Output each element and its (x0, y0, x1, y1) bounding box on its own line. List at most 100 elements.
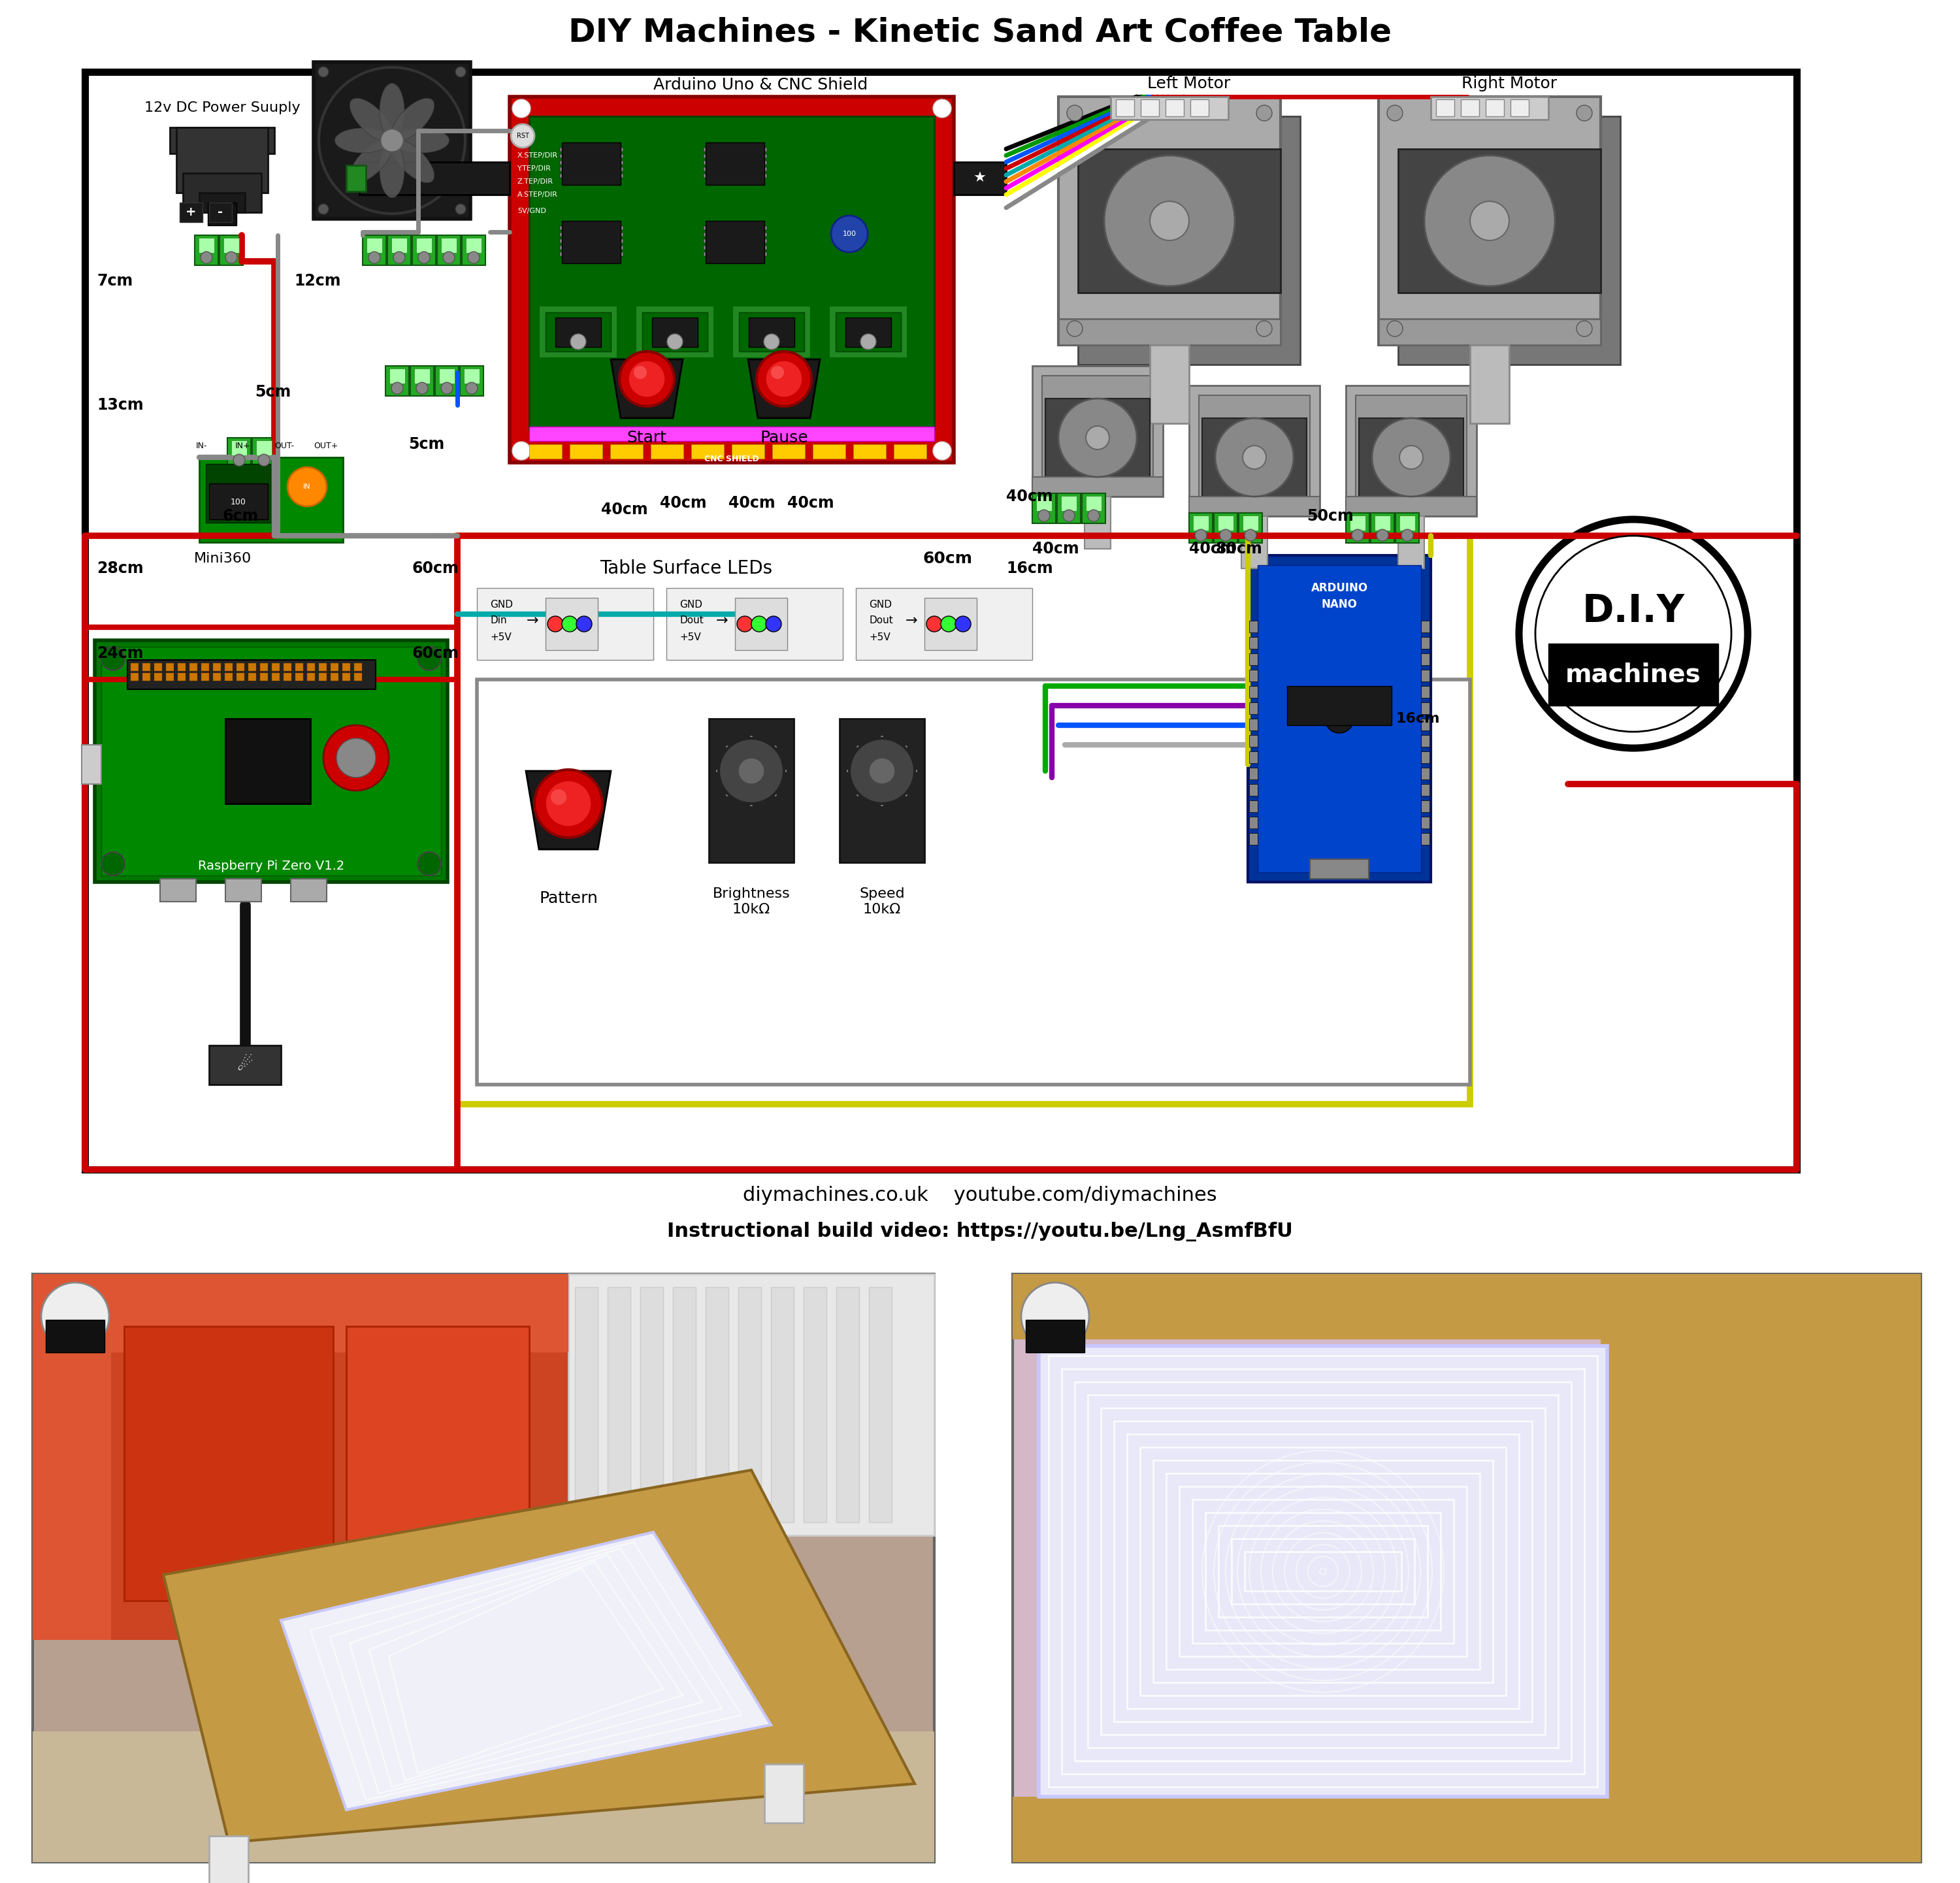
Circle shape (1256, 105, 1272, 121)
Bar (529, 117, 935, 429)
Bar (1166, 100, 1184, 117)
Text: RST: RST (517, 132, 529, 139)
Text: 16cm: 16cm (1396, 712, 1441, 725)
Bar (1049, 1356, 1597, 1787)
Circle shape (547, 616, 563, 633)
Bar (225, 879, 261, 902)
Circle shape (1058, 399, 1137, 476)
Bar (437, 235, 461, 266)
Bar (1601, 1275, 1921, 1862)
Bar (1141, 1448, 1505, 1695)
Circle shape (1470, 201, 1509, 241)
Bar (331, 672, 339, 682)
Bar (143, 672, 151, 682)
Bar (465, 369, 480, 384)
Text: Z.TEP/DIR: Z.TEP/DIR (517, 179, 553, 185)
Bar (1399, 516, 1415, 531)
Text: 12cm: 12cm (294, 273, 341, 288)
Bar (1249, 783, 1258, 797)
Polygon shape (612, 360, 682, 418)
Circle shape (770, 365, 784, 378)
Bar (621, 245, 623, 250)
Ellipse shape (349, 139, 392, 183)
Circle shape (766, 616, 782, 633)
Text: 40cm: 40cm (602, 501, 649, 518)
Bar (33, 1275, 568, 1640)
Bar (641, 1288, 662, 1521)
Bar (1033, 493, 1056, 523)
Circle shape (633, 365, 647, 378)
Bar (1470, 345, 1509, 424)
Bar (457, 537, 1470, 1103)
Circle shape (1388, 320, 1403, 337)
Bar (764, 154, 766, 158)
Bar (131, 672, 139, 682)
Bar (476, 680, 1470, 1085)
Text: D.I.Y: D.I.Y (63, 1299, 88, 1309)
Bar (621, 173, 623, 177)
Bar (1249, 832, 1258, 845)
Bar (416, 237, 431, 252)
Bar (704, 252, 706, 256)
Bar (1249, 670, 1258, 682)
Bar (829, 305, 907, 358)
Bar (331, 663, 339, 670)
Circle shape (102, 851, 125, 876)
Circle shape (318, 66, 329, 77)
Bar (171, 128, 274, 154)
Bar (261, 672, 269, 682)
Bar (1025, 1320, 1084, 1352)
Bar (1397, 117, 1621, 365)
Bar (1045, 399, 1151, 476)
Bar (1249, 734, 1258, 748)
Polygon shape (525, 770, 612, 849)
Circle shape (570, 333, 586, 350)
Text: 60cm: 60cm (412, 646, 459, 661)
Bar (764, 233, 766, 237)
Text: Brightness
10kΩ: Brightness 10kΩ (713, 887, 790, 915)
Bar (249, 672, 257, 682)
Ellipse shape (349, 98, 392, 141)
Circle shape (666, 333, 682, 350)
Bar (308, 663, 316, 670)
Text: 7cm: 7cm (96, 273, 133, 288)
Bar (529, 444, 563, 459)
Bar (1249, 555, 1431, 881)
Bar (1205, 1512, 1441, 1631)
Bar (704, 160, 706, 164)
Bar (1421, 702, 1429, 714)
Bar (102, 648, 441, 876)
Circle shape (535, 770, 602, 838)
Bar (386, 365, 410, 395)
Bar (1421, 734, 1429, 748)
Circle shape (1352, 529, 1364, 540)
Bar (210, 203, 231, 222)
Bar (347, 1326, 529, 1601)
Bar (704, 173, 706, 177)
Bar (131, 663, 139, 670)
Text: A.STEP/DIR: A.STEP/DIR (517, 192, 559, 198)
Bar (1397, 516, 1425, 569)
Circle shape (394, 252, 406, 264)
Bar (539, 305, 617, 358)
Text: Pause: Pause (760, 429, 808, 446)
Text: Left Motor: Left Motor (1147, 75, 1231, 92)
Bar (1166, 1473, 1480, 1670)
Bar (764, 173, 766, 177)
Text: IN-: IN- (196, 441, 208, 450)
Text: Table Surface LEDs: Table Surface LEDs (600, 559, 772, 578)
Text: Mini360: Mini360 (194, 552, 251, 565)
Bar (237, 672, 245, 682)
Bar (1058, 318, 1280, 345)
Bar (206, 463, 270, 523)
Bar (568, 1275, 935, 1535)
Bar (308, 672, 316, 682)
Bar (1039, 1346, 1607, 1796)
Bar (296, 672, 304, 682)
Bar (764, 147, 766, 151)
Polygon shape (280, 1533, 770, 1810)
Bar (190, 672, 198, 682)
Circle shape (629, 362, 664, 397)
Circle shape (766, 362, 802, 397)
Circle shape (1576, 320, 1592, 337)
